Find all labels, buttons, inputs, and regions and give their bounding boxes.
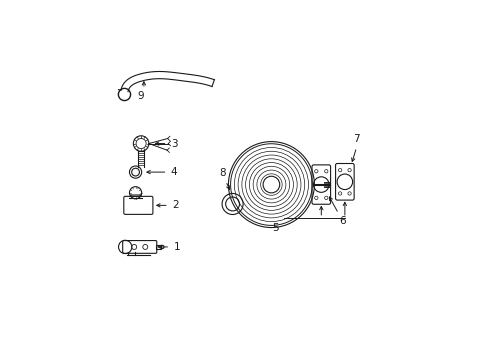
Text: 9: 9 bbox=[138, 91, 144, 101]
Text: 7: 7 bbox=[353, 134, 359, 144]
Text: 5: 5 bbox=[272, 223, 279, 233]
Bar bbox=[155, 245, 161, 249]
Text: 8: 8 bbox=[219, 168, 226, 178]
Text: 4: 4 bbox=[170, 167, 177, 177]
Text: 6: 6 bbox=[339, 216, 346, 226]
Text: 1: 1 bbox=[173, 242, 180, 252]
Text: 2: 2 bbox=[172, 201, 179, 210]
Text: 3: 3 bbox=[170, 139, 177, 149]
